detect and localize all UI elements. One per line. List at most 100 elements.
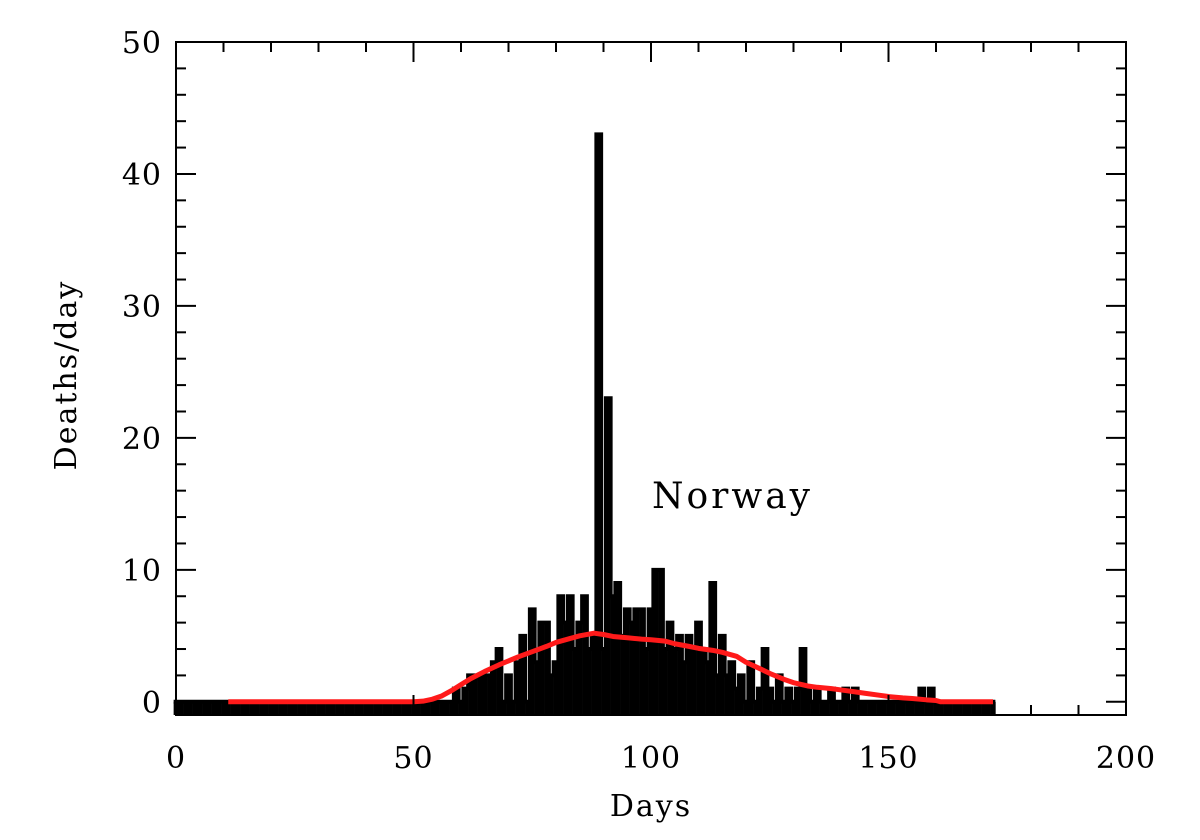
histogram-bar [867,701,873,715]
histogram-bar [244,701,250,715]
x-axis-title: Days [610,789,692,824]
histogram-bar [453,688,459,715]
histogram-bar [985,701,991,715]
histogram-bar [320,701,326,715]
histogram-bar [620,635,626,715]
histogram-bar [938,701,944,715]
histogram-bar [715,675,721,715]
histogram-bar [187,701,193,715]
histogram-bar [420,701,426,715]
histogram-bar [534,662,540,715]
axes: 0 50 100 150 200 0 10 20 30 40 50 [122,26,1155,776]
histogram-bar [553,662,559,715]
histogram-bar [848,701,854,715]
histogram-bar [525,701,531,715]
histogram-bar [601,649,607,715]
histogram-bar [197,701,203,715]
histogram-bar [976,701,982,715]
histogram-bar [301,701,307,715]
histogram-bar [382,701,388,715]
histogram-bar [240,701,246,715]
x-tick-label: 50 [393,741,433,776]
histogram-bar [292,701,298,715]
histogram-bar [211,701,217,715]
histogram-bar [852,688,858,715]
y-tick-label: 0 [142,686,162,721]
y-tick-label: 20 [122,422,162,457]
histogram-bar [776,675,782,715]
histogram-bar [772,701,778,715]
x-tick-label: 100 [621,741,681,776]
histogram-bar [558,596,564,715]
histogram-bar [544,622,550,715]
histogram-bar [672,649,678,715]
histogram-bar [225,701,231,715]
histogram-bar [482,675,488,715]
histogram-bar [510,701,516,715]
histogram-bar [206,701,212,715]
histogram-bar [596,134,602,715]
histogram-bar [767,688,773,715]
histogram-bar [643,649,649,715]
histogram-bar [202,701,208,715]
histogram-bar [216,701,222,715]
histogram-bar [962,701,968,715]
y-tick-label: 50 [122,26,162,61]
histogram-bar [810,701,816,715]
histogram-bar [639,609,645,715]
histogram-bar [254,701,260,715]
histogram-bar [472,675,478,715]
histogram-bar [335,701,341,715]
histogram-bar [952,701,958,715]
histogram-bar [729,662,735,715]
histogram-bar [738,675,744,715]
histogram-bar [463,688,469,715]
histogram-bar [819,701,825,715]
histogram-bar [278,701,284,715]
histogram-bar [183,701,189,715]
histogram-bar [719,635,725,715]
plot-marks [173,132,996,715]
histogram-bar [377,701,383,715]
histogram-bar [567,596,573,715]
histogram-bar [634,609,640,715]
histogram-bar [529,609,535,715]
histogram-bar [610,596,616,715]
histogram-bar [605,398,611,715]
histogram-bar [895,701,901,715]
histogram-bar [705,662,711,715]
histogram-bar [582,596,588,715]
histogram-bar [871,701,877,715]
histogram-bar [909,701,915,715]
histogram-bar [487,675,493,715]
histogram-bar [591,635,597,715]
y-axis-title: Deaths/day [49,280,84,471]
histogram-bar [757,688,763,715]
histogram-bar [914,701,920,715]
histogram-bar [677,635,683,715]
histogram-bar [586,649,592,715]
histogram-bar [563,622,569,715]
histogram-bar [415,701,421,715]
histogram-bar [306,701,312,715]
histogram-bar [905,701,911,715]
histogram-bar [178,701,184,715]
histogram-bar [449,701,455,715]
histogram-bar [287,701,293,715]
histogram-bar [667,622,673,715]
histogram-bar [387,701,393,715]
y-tick-label: 30 [122,290,162,325]
histogram-bar [648,609,654,715]
histogram-bar [515,662,521,715]
histogram-bar [786,688,792,715]
histogram-bar [491,662,497,715]
histogram-bar [753,701,759,715]
histogram-bar [862,701,868,715]
histogram-bar [990,701,996,715]
histogram-bar [406,701,412,715]
histogram-bar [957,701,963,715]
histogram-bar [311,701,317,715]
histogram-bar [924,701,930,715]
histogram-bar [539,622,545,715]
